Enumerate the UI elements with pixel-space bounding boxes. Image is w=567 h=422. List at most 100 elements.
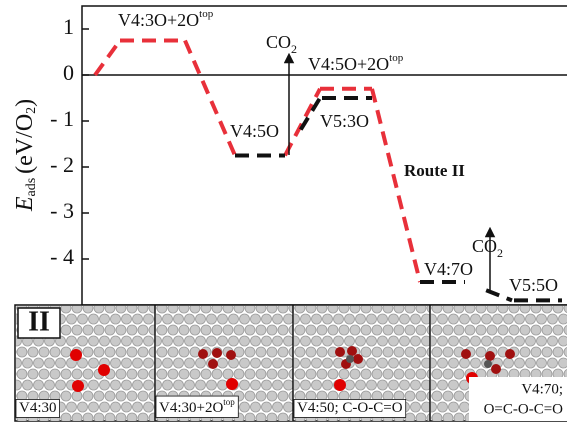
carbon-atom (229, 336, 239, 346)
carbon-atom (72, 391, 82, 401)
annotation-sup: top (389, 52, 404, 64)
carbon-atom (267, 413, 277, 422)
caption-text: V4:50; C-O-C=O (297, 400, 403, 416)
carbon-atom (67, 402, 77, 412)
carbon-atom (504, 358, 514, 368)
carbon-atom (207, 314, 217, 324)
carbon-atom (334, 336, 344, 346)
carbon-atom (367, 314, 377, 324)
carbon-atom (94, 347, 104, 357)
carbon-atom (301, 314, 311, 324)
carbon-atom (449, 336, 459, 346)
carbon-atom (471, 314, 481, 324)
carbon-atom (284, 402, 294, 412)
carbon-atom (218, 380, 228, 390)
annotation-text: V5:3O (320, 111, 369, 131)
oxygen-atom (226, 350, 236, 360)
carbon-atom (411, 380, 421, 390)
carbon-atom (267, 325, 277, 335)
energy-connector (372, 89, 420, 282)
carbon-atom (509, 325, 519, 335)
carbon-atom (520, 325, 530, 335)
carbon-atom (345, 314, 355, 324)
carbon-atom (454, 369, 464, 379)
carbon-atom (301, 358, 311, 368)
carbon-atom (212, 369, 222, 379)
carbon-atom (278, 391, 288, 401)
carbon-atom (185, 358, 195, 368)
carbon-atom (78, 336, 88, 346)
carbon-atom (553, 325, 563, 335)
carbon-atom (389, 358, 399, 368)
frame-caption: V4:50; C-O-C=O (297, 400, 403, 416)
annotation-text: V4:5O+2O (308, 54, 389, 74)
carbon-atom (526, 314, 536, 324)
carbon-atom (438, 336, 448, 346)
carbon-atom (168, 325, 178, 335)
carbon-atom (548, 336, 558, 346)
carbon-atom (531, 325, 541, 335)
carbon-atom (105, 347, 115, 357)
carbon-atom (122, 402, 132, 412)
carbon-atom (295, 347, 305, 357)
carbon-atom (105, 413, 115, 422)
carbon-atom (317, 347, 327, 357)
carbon-atom (133, 314, 143, 324)
carbon-atom (100, 402, 110, 412)
carbon-atom (438, 380, 448, 390)
carbon-atom (405, 347, 415, 357)
carbon-atom (34, 358, 44, 368)
carbon-atom (273, 314, 283, 324)
carbon-atom (345, 336, 355, 346)
carbon-atom (245, 413, 255, 422)
carbon-atom (432, 347, 442, 357)
carbon-atom (350, 325, 360, 335)
carbon-atom (411, 336, 421, 346)
carbon-atom (89, 380, 99, 390)
carbon-atom (278, 347, 288, 357)
carbon-atom (432, 369, 442, 379)
carbon-atom (504, 314, 514, 324)
carbon-atom (273, 402, 283, 412)
carbon-atom (356, 336, 366, 346)
carbon-atom (471, 358, 481, 368)
carbon-atom (133, 402, 143, 412)
carbon-atom (45, 380, 55, 390)
carbon-atom (531, 347, 541, 357)
carbon-atom (438, 314, 448, 324)
carbon-atom (240, 358, 250, 368)
carbon-atom (185, 314, 195, 324)
carbon-atom (116, 325, 126, 335)
frame-caption: V4:70; (521, 381, 563, 397)
carbon-atom (174, 358, 184, 368)
carbon-atom (537, 314, 547, 324)
carbon-atom (295, 325, 305, 335)
carbon-atom (234, 369, 244, 379)
carbon-atom (157, 347, 167, 357)
oxygen-atom (212, 348, 222, 358)
carbon-atom (267, 391, 277, 401)
carbon-atom (553, 347, 563, 357)
carbon-atom (306, 325, 316, 335)
carbon-atom (28, 369, 38, 379)
oxygen-atom (208, 359, 218, 369)
carbon-atom (240, 380, 250, 390)
carbon-atom (438, 358, 448, 368)
carbon-atom (127, 325, 137, 335)
carbon-atom (138, 391, 148, 401)
carbon-atom (443, 325, 453, 335)
carbon-atom (278, 413, 288, 422)
carbon-atom (78, 314, 88, 324)
y-axis-label: Eads(eV/O2) (12, 99, 40, 212)
carbon-atom (201, 325, 211, 335)
carbon-atom (251, 358, 261, 368)
carbon-atom (138, 369, 148, 379)
carbon-atom (323, 336, 333, 346)
annotation: V4:5O+2Otop (308, 52, 404, 75)
carbon-atom (256, 391, 266, 401)
carbon-atom (133, 336, 143, 346)
carbon-atom (163, 314, 173, 324)
carbon-atom (251, 402, 261, 412)
carbon-atom (405, 413, 415, 422)
carbon-atom (301, 380, 311, 390)
